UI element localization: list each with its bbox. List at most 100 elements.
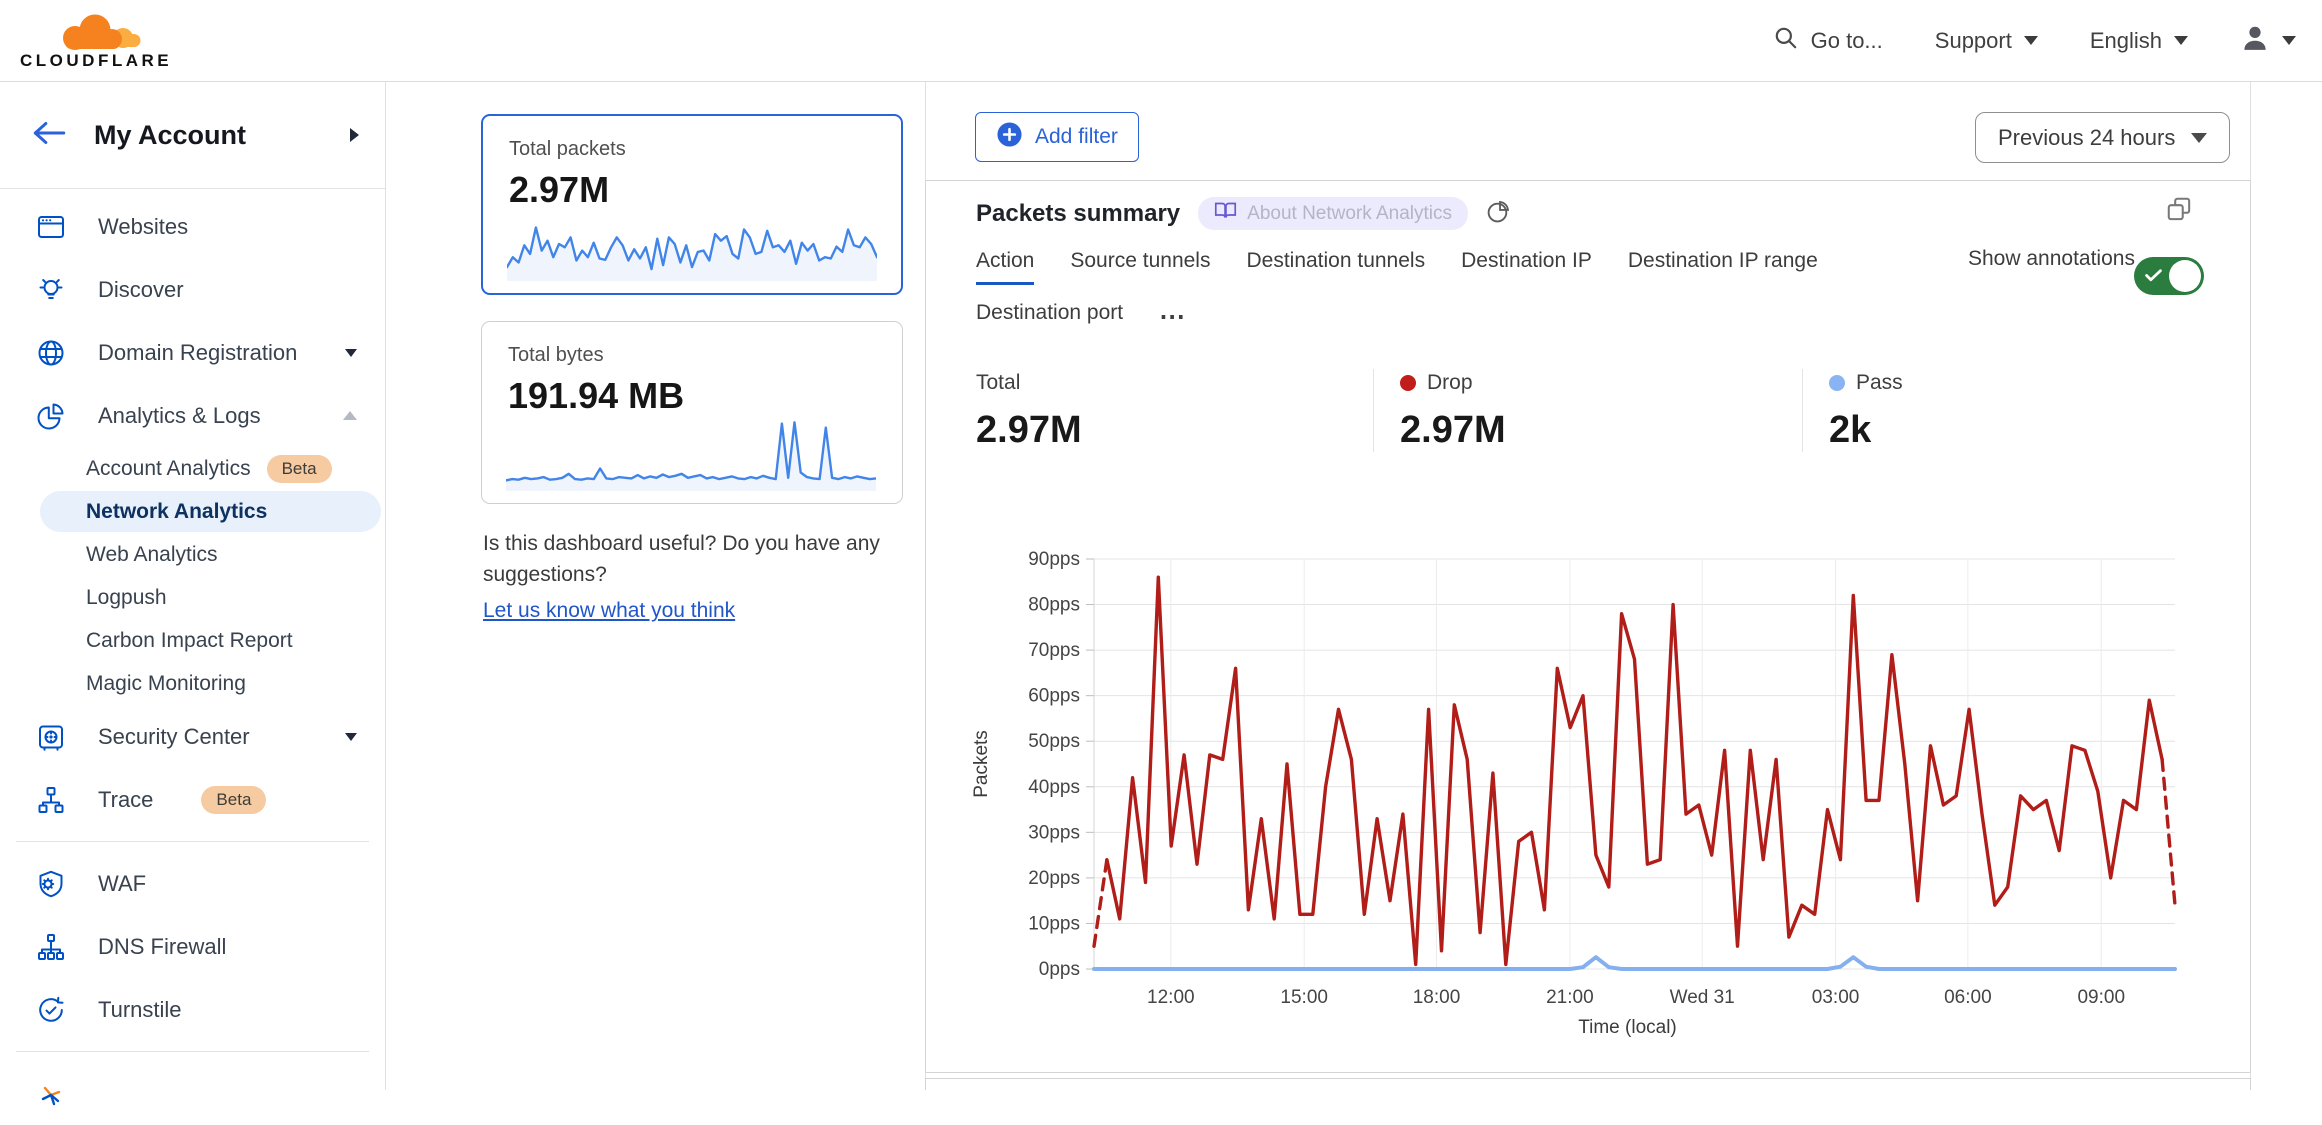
cloudflare-logo: CLOUDFLARE [20, 13, 172, 69]
sidebar-item-waf[interactable]: WAF [0, 852, 385, 915]
search-icon [1773, 25, 1799, 57]
svg-text:50pps: 50pps [1028, 731, 1080, 752]
sidebar-item-label: Domain Registration [98, 339, 298, 365]
add-filter-button[interactable]: Add filter [975, 112, 1139, 162]
sidebar-item-label: Security Center [98, 723, 250, 749]
tab-source-tunnels[interactable]: Source tunnels [1070, 249, 1211, 272]
sidebar-nav: Websites Discover Domain Registration Analy… [0, 189, 385, 1125]
sidebar-item-label: Network Analytics [86, 499, 268, 523]
sidebar-item-trace[interactable]: Trace Beta [0, 768, 385, 831]
chevron-right-icon[interactable] [350, 128, 359, 142]
sidebar-item-partial[interactable] [0, 1062, 385, 1125]
chevron-down-icon [345, 732, 357, 741]
svg-text:70pps: 70pps [1028, 640, 1080, 661]
total-packets-label: Total packets [509, 138, 626, 160]
lightbulb-icon [36, 275, 66, 305]
chevron-down-icon [2191, 132, 2208, 143]
sidebar-item-label: Discover [98, 276, 184, 302]
feedback-block: Is this dashboard useful? Do you have an… [483, 528, 913, 626]
sidebar-item-label: Websites [98, 213, 189, 239]
total-packets-sparkline [507, 226, 877, 281]
sidebar-item-account-analytics[interactable]: Account Analytics Beta [0, 447, 385, 490]
stat-value: 2.97M [1400, 409, 1506, 451]
show-annotations-toggle[interactable] [2134, 257, 2204, 295]
chevron-down-icon [345, 348, 357, 357]
svg-text:15:00: 15:00 [1280, 987, 1328, 1008]
dimension-tabs: Action Source tunnels Destination tunnels D… [976, 249, 2056, 353]
time-range-label: Previous 24 hours [1998, 124, 2176, 150]
total-bytes-value: 191.94 MB [508, 375, 685, 416]
svg-text:Wed 31: Wed 31 [1670, 987, 1735, 1008]
add-filter-label: Add filter [1035, 125, 1118, 148]
total-bytes-label: Total bytes [508, 344, 604, 366]
sidebar-item-dns-firewall[interactable]: DNS Firewall [0, 915, 385, 978]
chevron-down-icon [2282, 36, 2296, 45]
show-annotations-label: Show annotations [1968, 247, 2135, 270]
sidebar-item-turnstile[interactable]: Turnstile [0, 978, 385, 1041]
account-menu[interactable] [2240, 23, 2296, 59]
goto-search[interactable]: Go to... [1773, 25, 1883, 57]
toggle-knob [2169, 260, 2201, 292]
back-arrow-icon[interactable] [30, 117, 68, 154]
sidebar-divider [16, 841, 369, 842]
tab-action[interactable]: Action [976, 249, 1035, 285]
vault-icon [36, 722, 66, 752]
stat-label: Drop [1427, 371, 1473, 394]
tab-destination-port[interactable]: Destination port [976, 301, 1124, 324]
tab-destination-tunnels[interactable]: Destination tunnels [1246, 249, 1426, 272]
sidebar-item-logpush[interactable]: Logpush [0, 576, 385, 619]
about-network-analytics-tag[interactable]: About Network Analytics [1198, 197, 1469, 230]
beta-badge: Beta [266, 454, 332, 483]
total-packets-value: 2.97M [509, 169, 610, 210]
pie-chart-toggle-icon[interactable] [1486, 199, 1511, 229]
language-menu[interactable]: English [2090, 28, 2188, 54]
chevron-down-icon [2174, 36, 2188, 45]
sidebar-item-label: Account Analytics [86, 456, 251, 480]
sidebar-item-magic-monitoring[interactable]: Magic Monitoring [0, 662, 385, 705]
sidebar-item-label: DNS Firewall [98, 933, 227, 959]
svg-text:60pps: 60pps [1028, 686, 1080, 707]
account-title: My Account [94, 119, 247, 150]
svg-text:10pps: 10pps [1028, 913, 1080, 934]
svg-text:03:00: 03:00 [1812, 987, 1860, 1008]
sidebar-item-carbon-impact-report[interactable]: Carbon Impact Report [0, 619, 385, 662]
feedback-link[interactable]: Let us know what you think [483, 599, 736, 622]
sidebar-item-analytics-logs[interactable]: Analytics & Logs [0, 384, 385, 447]
tab-destination-ip[interactable]: Destination IP [1461, 249, 1592, 272]
svg-text:Packets: Packets [971, 730, 992, 798]
stat-pass[interactable]: Pass 2k [1802, 369, 1903, 452]
sidebar-item-security-center[interactable]: Security Center [0, 705, 385, 768]
svg-text:30pps: 30pps [1028, 822, 1080, 843]
tab-destination-ip-range[interactable]: Destination IP range [1627, 249, 1818, 272]
sidebar-item-web-analytics[interactable]: Web Analytics [0, 533, 385, 576]
sidebar-item-label: Trace [98, 786, 154, 812]
svg-text:80pps: 80pps [1028, 595, 1080, 616]
svg-text:Time (local): Time (local) [1578, 1017, 1677, 1038]
sidebar-item-domain-registration[interactable]: Domain Registration [0, 321, 385, 384]
total-packets-card[interactable]: Total packets 2.97M [481, 114, 903, 295]
stat-value: 2.97M [976, 409, 1082, 451]
stat-label: Pass [1856, 371, 1903, 394]
sidebar-item-websites[interactable]: Websites [0, 195, 385, 258]
time-range-dropdown[interactable]: Previous 24 hours [1975, 112, 2231, 163]
svg-text:0pps: 0pps [1039, 959, 1080, 980]
beta-badge: Beta [201, 785, 267, 814]
expand-panel-icon[interactable] [2165, 195, 2194, 229]
total-bytes-card[interactable]: Total bytes 191.94 MB [481, 321, 903, 504]
browser-icon [36, 212, 66, 242]
user-icon [2240, 23, 2270, 59]
sidebar-item-discover[interactable]: Discover [0, 258, 385, 321]
sidebar-item-label: Web Analytics [86, 542, 218, 566]
support-menu[interactable]: Support [1935, 28, 2038, 54]
support-label: Support [1934, 27, 2012, 53]
sidebar-item-network-analytics[interactable]: Network Analytics [0, 490, 385, 533]
tab-more[interactable]: ⋯ [1159, 301, 1188, 331]
stat-label: Total [976, 371, 1021, 394]
packets-line-chart[interactable]: 0pps 10pps 20pps 30pps 40pps 50pps 60pps 70pps 8… [941, 541, 2251, 1041]
stat-drop[interactable]: Drop 2.97M [1373, 369, 1802, 452]
chevron-down-icon [2023, 36, 2038, 45]
about-tag-label: About Network Analytics [1247, 202, 1453, 224]
svg-text:06:00: 06:00 [1944, 987, 1992, 1008]
top-bar: CLOUDFLARE Go to... Support English [0, 0, 2322, 82]
feedback-question: Is this dashboard useful? Do you have an… [483, 532, 880, 586]
